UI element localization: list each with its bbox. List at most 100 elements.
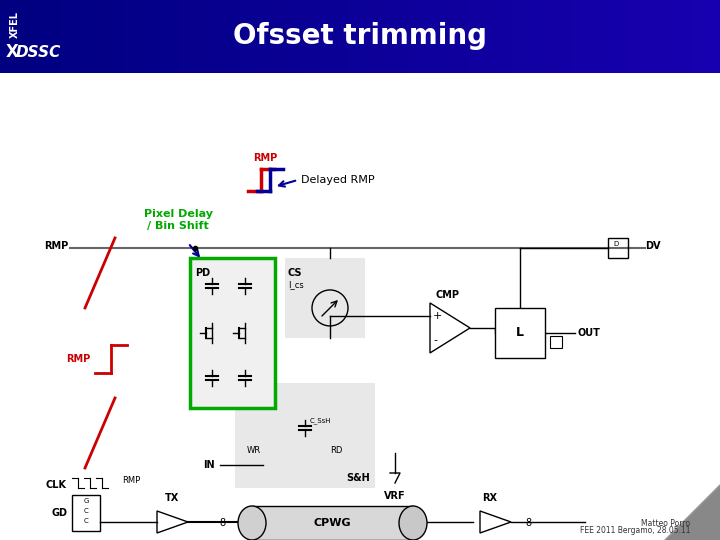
Bar (97, 0, 101, 73)
Bar (490, 0, 493, 73)
Text: L: L (516, 327, 524, 340)
Bar (439, 0, 443, 73)
Bar (475, 0, 479, 73)
Bar (558, 0, 562, 73)
Bar (342, 0, 346, 73)
Bar (608, 0, 612, 73)
Bar (716, 0, 720, 73)
Bar (335, 0, 338, 73)
Bar (403, 0, 407, 73)
Bar (306, 0, 310, 73)
Bar (144, 0, 148, 73)
Bar (83, 0, 86, 73)
Bar (446, 0, 450, 73)
Bar (346, 0, 349, 73)
Bar (313, 0, 317, 73)
Bar (235, 383, 375, 488)
Bar (216, 0, 220, 73)
Text: 36: 36 (672, 505, 690, 518)
Bar (594, 0, 598, 73)
Bar (252, 0, 256, 73)
Bar (61, 0, 65, 73)
Bar (695, 0, 698, 73)
Bar (382, 0, 385, 73)
Bar (324, 0, 328, 73)
Bar (266, 0, 270, 73)
Bar (400, 0, 403, 73)
Text: IN: IN (203, 460, 215, 470)
Bar (356, 0, 360, 73)
Bar (187, 0, 191, 73)
Bar (421, 0, 425, 73)
Bar (608, 238, 628, 258)
Bar (544, 0, 547, 73)
Bar (637, 0, 641, 73)
Bar (479, 0, 482, 73)
Text: DV: DV (645, 241, 660, 251)
Bar (22, 0, 25, 73)
Text: OUT: OUT (577, 328, 600, 338)
Bar (360, 0, 364, 73)
Text: CS: CS (288, 268, 302, 278)
Bar (450, 0, 454, 73)
Bar (76, 0, 79, 73)
Bar (612, 0, 616, 73)
Bar (709, 0, 713, 73)
Bar (241, 0, 245, 73)
Bar (677, 0, 680, 73)
Bar (151, 0, 155, 73)
Text: CMP: CMP (436, 290, 460, 300)
Bar (277, 0, 281, 73)
Bar (565, 0, 569, 73)
Bar (270, 0, 274, 73)
Bar (54, 0, 58, 73)
Bar (533, 0, 536, 73)
Bar (572, 0, 576, 73)
Text: Ofsset trimming: Ofsset trimming (233, 23, 487, 50)
Bar (486, 0, 490, 73)
Bar (126, 0, 130, 73)
Bar (299, 0, 302, 73)
Bar (432, 0, 436, 73)
Bar (562, 0, 565, 73)
Bar (601, 0, 605, 73)
Bar (72, 495, 100, 531)
Text: X: X (6, 44, 19, 62)
Bar (652, 0, 655, 73)
Bar (436, 0, 439, 73)
Bar (205, 0, 209, 73)
Bar (385, 0, 389, 73)
Bar (389, 0, 392, 73)
Bar (292, 0, 295, 73)
Text: G: G (84, 498, 89, 504)
Bar (461, 0, 464, 73)
Bar (130, 0, 133, 73)
Text: Matteo Porro: Matteo Porro (641, 519, 690, 528)
Bar (256, 0, 259, 73)
Bar (511, 0, 515, 73)
Bar (101, 0, 104, 73)
Bar (418, 0, 421, 73)
Text: CPWG: CPWG (313, 518, 351, 528)
Text: DSSC: DSSC (16, 45, 61, 60)
Bar (194, 0, 198, 73)
Text: TX: TX (165, 493, 179, 503)
Bar (338, 0, 342, 73)
Bar (25, 0, 29, 73)
Bar (50, 0, 54, 73)
Bar (162, 0, 166, 73)
Bar (169, 0, 173, 73)
Bar (18, 0, 22, 73)
Bar (209, 0, 212, 73)
Bar (392, 0, 396, 73)
Text: C: C (84, 508, 89, 514)
Bar (428, 0, 432, 73)
Bar (616, 0, 619, 73)
Bar (547, 0, 551, 73)
Bar (500, 0, 504, 73)
Bar (374, 0, 378, 73)
Bar (86, 0, 90, 73)
Bar (698, 0, 702, 73)
Bar (583, 0, 587, 73)
Text: D: D (613, 241, 618, 247)
